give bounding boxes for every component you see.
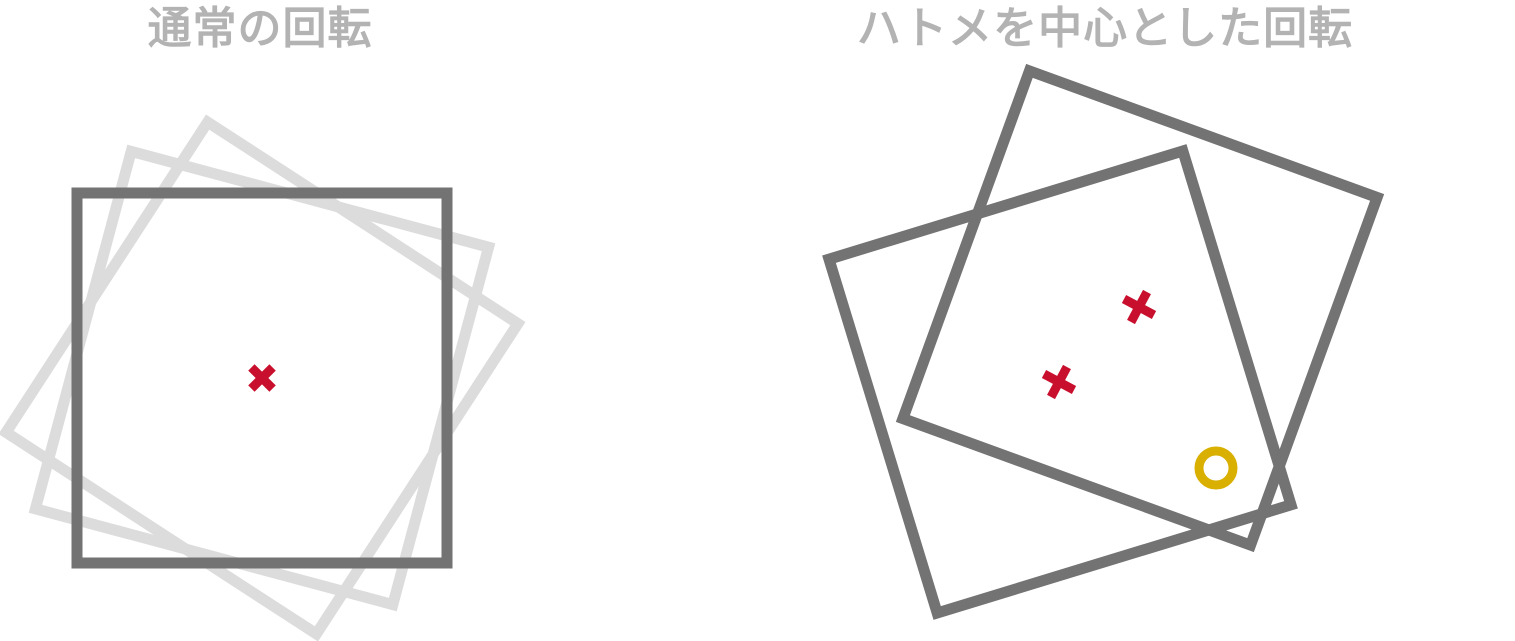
- grommet-ring-icon: [1194, 446, 1238, 490]
- left-panel-title: 通常の回転: [147, 3, 373, 54]
- right-panel: [822, 63, 1385, 620]
- left-original-square: [71, 187, 453, 569]
- left-ghost-square-1: [28, 144, 496, 612]
- left-center-cross-icon: [248, 364, 276, 392]
- right-panel-title: ハトメを中心とした回転: [856, 3, 1354, 54]
- right-center-cross-icon-1: [1041, 364, 1077, 400]
- right-square-b: [895, 63, 1385, 553]
- right-square-a: [822, 144, 1298, 620]
- left-ghost-square-2: [0, 114, 526, 641]
- right-center-cross-icon-2: [1121, 289, 1157, 325]
- left-panel: [0, 114, 526, 641]
